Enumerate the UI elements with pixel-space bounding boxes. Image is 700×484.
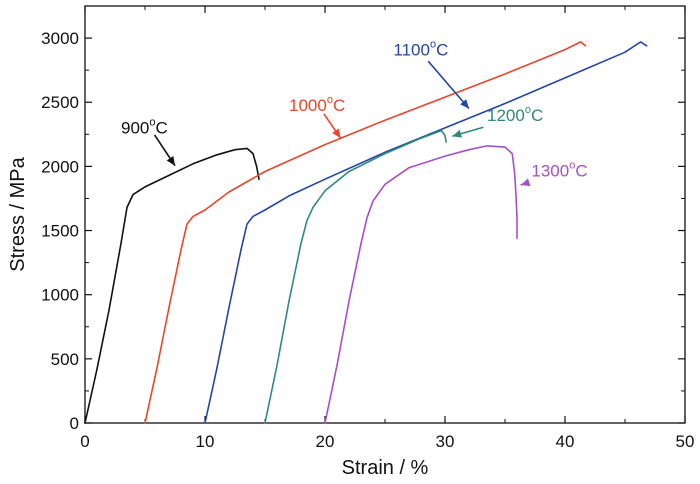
annotation-arrow-line: [427, 60, 470, 110]
series-line: [264, 129, 448, 424]
annotation-arrow-head: [520, 178, 531, 187]
curve-label-value: 900: [121, 119, 149, 138]
curve-label-unit: C: [436, 40, 448, 59]
x-axis-title: Strain / %: [342, 457, 429, 479]
annotation-arrow-head: [332, 128, 341, 139]
y-tick-label: 0: [70, 414, 79, 433]
annotation-arrow-head: [460, 99, 469, 109]
x-tick-label: 0: [80, 432, 89, 451]
series-group: [84, 41, 648, 424]
curve-label-value: 1100: [393, 40, 430, 59]
curve-label-degree: o: [149, 117, 155, 129]
x-tick-label: 40: [556, 432, 575, 451]
x-tick-label: 30: [436, 432, 455, 451]
curve-label-degree: o: [525, 104, 531, 116]
y-tick-label: 3000: [41, 29, 79, 48]
series-line: [144, 41, 587, 424]
curve-label: 1000oC: [289, 94, 345, 115]
y-tick-label: 1000: [41, 286, 79, 305]
curve-label-unit: C: [575, 162, 587, 181]
y-tick-label: 2000: [41, 157, 79, 176]
series-line: [324, 145, 518, 424]
y-tick-label: 1500: [41, 222, 79, 241]
curve-label-value: 1000: [289, 96, 327, 115]
series-line: [84, 147, 260, 424]
x-tick-label: 50: [676, 432, 695, 451]
curve-label-unit: C: [333, 96, 345, 115]
plot-frame: [84, 5, 686, 424]
curve-label: 1300oC: [531, 160, 587, 181]
curve-label-unit: C: [156, 119, 168, 138]
annotation-arrow-head: [166, 156, 175, 166]
curve-label: 1100oC: [393, 38, 448, 59]
annotation-arrow-head: [452, 129, 462, 138]
curve-label: 900oC: [121, 117, 168, 138]
curve-label-degree: o: [430, 38, 436, 50]
x-tick-label: 10: [196, 432, 215, 451]
curve-label: 1200oC: [487, 104, 543, 125]
x-tick-label: 20: [316, 432, 335, 451]
y-tick-label: 2500: [41, 93, 79, 112]
curve-label-unit: C: [531, 106, 543, 125]
y-tick-label: 500: [51, 350, 79, 369]
curve-label-value: 1200: [487, 106, 525, 125]
curve-label-degree: o: [327, 94, 333, 106]
series-line: [204, 41, 648, 424]
curve-label-degree: o: [569, 160, 575, 172]
curve-label-value: 1300: [531, 162, 569, 181]
y-axis-title: Stress / MPa: [7, 156, 29, 271]
